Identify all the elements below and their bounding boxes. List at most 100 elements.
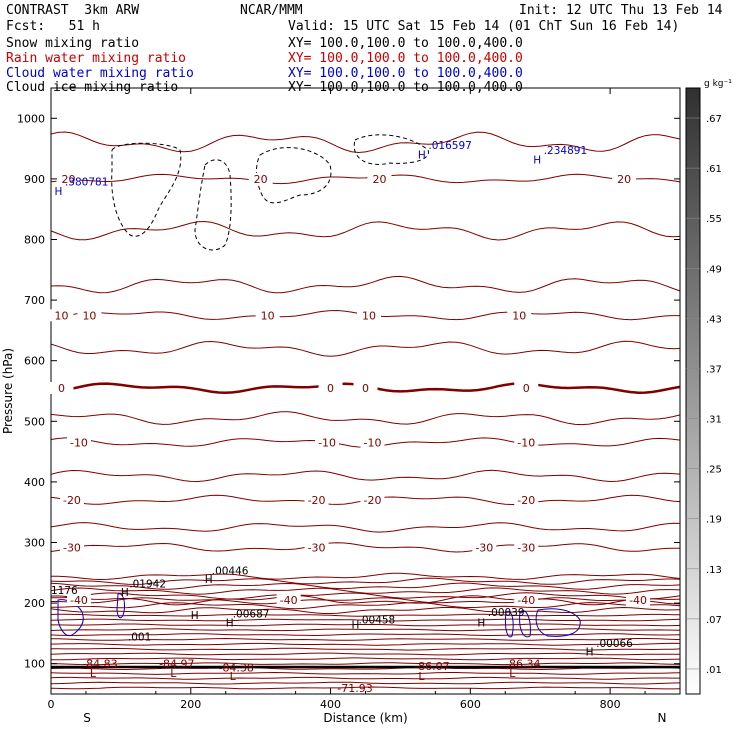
ice-label: H	[121, 587, 129, 599]
y-tick-label: 400	[24, 476, 45, 489]
ice-label: H	[226, 617, 234, 629]
contour-label-bg	[59, 494, 84, 507]
isentrope-line	[50, 642, 681, 646]
contour-label-bg	[66, 594, 91, 607]
contour-label-bg	[276, 594, 301, 607]
contour-label-bg	[248, 172, 273, 185]
contour-label-bg	[315, 436, 340, 449]
contour-label-bg	[304, 541, 329, 554]
isentrope-line	[51, 572, 681, 581]
isentrope-line	[50, 618, 681, 622]
cloud-water-contour	[535, 608, 581, 637]
contour-label-bg	[360, 494, 385, 507]
y-tick-label: 300	[24, 537, 45, 550]
temperature-contour	[50, 542, 681, 553]
org-label: NCAR/MMM	[240, 3, 303, 18]
cloud-ice-contour	[194, 159, 232, 251]
cloud-water-contour	[116, 593, 125, 619]
cloud-water-contour	[519, 610, 531, 638]
temperature-contours	[50, 131, 681, 690]
contour-label: -10	[70, 437, 88, 450]
isentrope-line	[50, 662, 681, 666]
contour-label: 10	[82, 309, 96, 322]
isentrope-line	[50, 647, 681, 651]
cloud-ice-contour	[111, 142, 182, 237]
cloud-water-label: .016597	[428, 140, 471, 152]
colorbar-tick-label: .61	[706, 164, 722, 175]
colorbar-tick-label: .01	[706, 665, 722, 676]
forecast-hour: Fcst: 51 h	[6, 19, 100, 34]
contour-label-bg	[49, 381, 74, 394]
isentrope-line	[50, 469, 681, 483]
isentrope-line	[50, 606, 681, 614]
colorbar-tick-label: .55	[706, 214, 722, 225]
contour-label-bg	[472, 541, 497, 554]
isentrope-line	[51, 637, 681, 641]
isentrope-line	[50, 131, 681, 154]
contour-label: -10	[517, 437, 535, 450]
cloud-ice-contour	[256, 147, 332, 204]
contour-label: 10	[54, 309, 68, 322]
isentrope-line	[50, 275, 681, 294]
minimum-label: L	[509, 667, 516, 680]
contour-label: -30	[517, 541, 535, 554]
ice-label: .00446	[212, 565, 249, 577]
y-tick-label: 500	[24, 415, 45, 428]
cloud-water-contour	[505, 610, 514, 638]
isentrope-line	[50, 652, 680, 656]
ice-label: .00039	[488, 607, 525, 619]
minimum-label: L	[230, 670, 237, 683]
isentrope-line	[50, 667, 681, 671]
ice-label: H	[586, 647, 594, 659]
x-axis-label: Distance (km)	[323, 711, 407, 725]
x-tick-label: 0	[48, 698, 55, 711]
cloud-ice-contour	[353, 134, 429, 165]
init-time: Init: 12 UTC Thu 13 Feb 14	[519, 3, 723, 18]
minimum-label: -86.34	[505, 658, 540, 671]
minimum-label: -84.97	[159, 658, 194, 671]
isentrope-line	[50, 686, 681, 690]
legend-cloud-water-xy: XY= 100.0,100.0 to 100.0,400.0	[288, 66, 523, 81]
isentrope-line	[50, 628, 681, 632]
ice-label: H	[477, 617, 485, 629]
model-title: CONTRAST 3km ARW	[6, 3, 140, 18]
legend-snow: Snow mixing ratio	[6, 36, 140, 51]
contour-label-bg	[255, 309, 280, 322]
contour-label: -40	[70, 594, 88, 607]
isentrope-line	[50, 602, 681, 610]
contour-label: -20	[63, 494, 81, 507]
contour-label: -10	[318, 437, 336, 450]
isentrope-line	[50, 411, 681, 426]
contour-label: -40	[629, 594, 647, 607]
contour-labels: -40 -40 -40 -40 -30 -30 -30 -30 -20 -20 -20 -20 -10 -…	[49, 140, 651, 695]
y-tick-label: 1000	[17, 112, 45, 125]
contour-label-bg	[514, 594, 539, 607]
isentrope-line	[51, 597, 681, 605]
contour-label-bg	[356, 309, 381, 322]
contour-label: -20	[364, 494, 382, 507]
y-tick-label: 600	[24, 355, 45, 368]
colorbar-tick-label: .43	[706, 314, 722, 325]
contour-label: 20	[617, 173, 631, 186]
minimum-label: L	[90, 667, 97, 680]
contour-label-bg	[59, 541, 84, 554]
x-tick-label: 200	[180, 698, 201, 711]
ice-label: .00687	[233, 608, 270, 620]
minimum-label: -71.93	[337, 682, 372, 695]
legend-rain: Rain water mixing ratio	[6, 51, 187, 66]
cloud-water-label: H	[418, 150, 426, 162]
minimum-label: -86.07	[414, 660, 449, 673]
temperature-contour	[50, 173, 681, 185]
contour-label: 20	[254, 173, 268, 186]
x-tick-label: 600	[460, 698, 481, 711]
contour-label-bg	[507, 309, 532, 322]
isentrope-line	[50, 587, 681, 595]
contour-label-bg	[367, 172, 392, 185]
minimum-label: -84.83	[82, 658, 117, 671]
valid-time: Valid: 15 UTC Sat 15 Feb 14 (01 ChT Sun …	[288, 19, 680, 34]
contour-label: -30	[308, 541, 326, 554]
colorbar-ramp	[685, 87, 701, 695]
cloud-water-label: H	[54, 186, 62, 198]
isentrope-line	[50, 676, 680, 680]
